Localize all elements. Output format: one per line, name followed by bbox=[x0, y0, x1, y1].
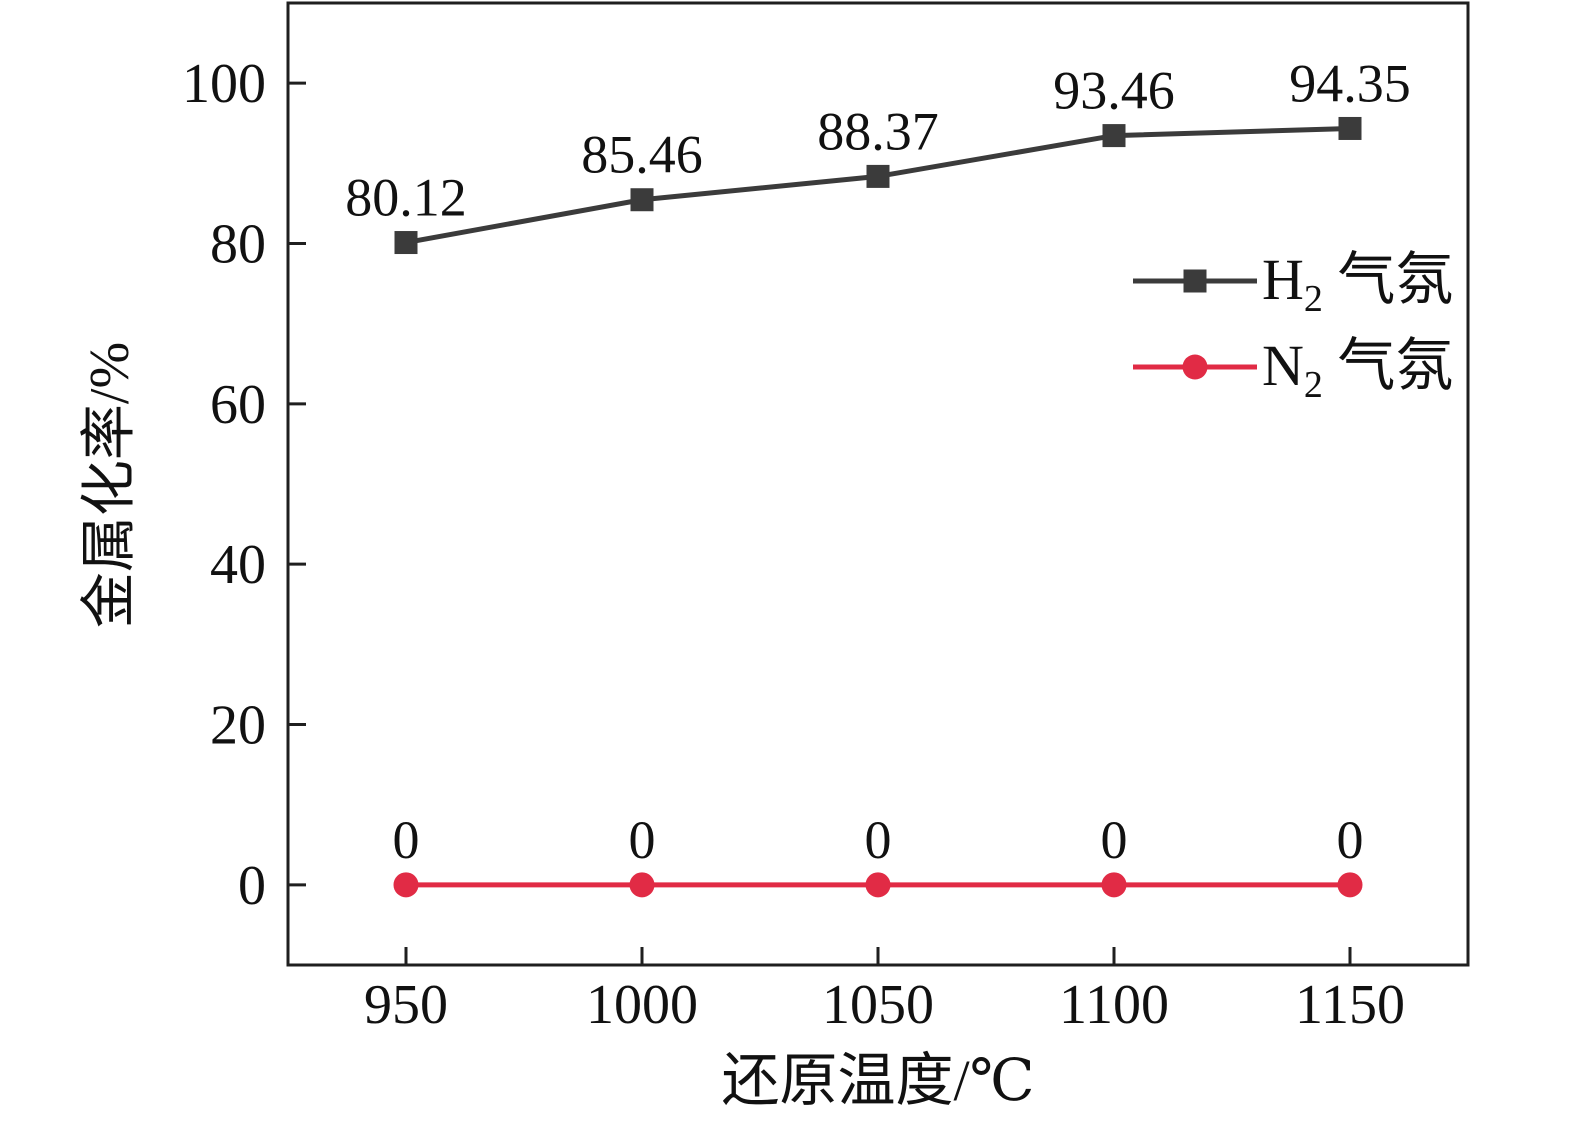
circle-marker bbox=[1101, 872, 1127, 898]
y-tick-label: 60 bbox=[210, 374, 266, 436]
y-tick-label: 0 bbox=[238, 855, 266, 917]
x-tick-label: 1050 bbox=[822, 974, 934, 1036]
legend-label: H2 气氛 bbox=[1262, 247, 1453, 320]
data-point-label: 0 bbox=[629, 810, 656, 870]
circle-marker bbox=[393, 872, 419, 898]
data-point-label: 0 bbox=[1101, 810, 1128, 870]
x-tick-label: 1150 bbox=[1295, 974, 1405, 1036]
data-point-label: 93.46 bbox=[1053, 61, 1175, 121]
plot-area: 950 1000 1050 1100 1150 0 20 40 60 80 100 80.12 85.4… bbox=[182, 1, 1470, 1036]
square-marker bbox=[394, 231, 418, 255]
y-tick-label: 20 bbox=[210, 695, 266, 757]
square-marker bbox=[630, 188, 654, 212]
x-tick-label: 1000 bbox=[586, 974, 698, 1036]
y-tick-label: 40 bbox=[210, 534, 266, 596]
data-point-label: 0 bbox=[1337, 810, 1364, 870]
data-point-label: 0 bbox=[865, 810, 892, 870]
circle-marker bbox=[1337, 872, 1363, 898]
legend-circle-marker bbox=[1182, 354, 1208, 380]
y-tick-label: 80 bbox=[210, 214, 266, 276]
x-axis-label: 还原温度/℃ bbox=[722, 1048, 1035, 1113]
legend-label: N2 气氛 bbox=[1262, 333, 1453, 406]
y-axis-label: 金属化率/% bbox=[79, 342, 141, 628]
x-tick-label: 950 bbox=[364, 974, 448, 1036]
data-point-label: 94.35 bbox=[1289, 53, 1411, 113]
square-marker bbox=[1102, 124, 1126, 148]
square-marker bbox=[866, 164, 890, 188]
circle-marker bbox=[629, 872, 655, 898]
legend-square-marker bbox=[1183, 269, 1207, 293]
x-tick-label: 1100 bbox=[1059, 974, 1169, 1036]
data-point-label: 80.12 bbox=[345, 168, 467, 228]
data-point-label: 88.37 bbox=[817, 101, 939, 161]
data-point-label: 0 bbox=[393, 810, 420, 870]
square-marker bbox=[1338, 116, 1362, 140]
circle-marker bbox=[865, 872, 891, 898]
data-point-label: 85.46 bbox=[581, 125, 703, 185]
y-tick-label: 100 bbox=[182, 53, 266, 115]
